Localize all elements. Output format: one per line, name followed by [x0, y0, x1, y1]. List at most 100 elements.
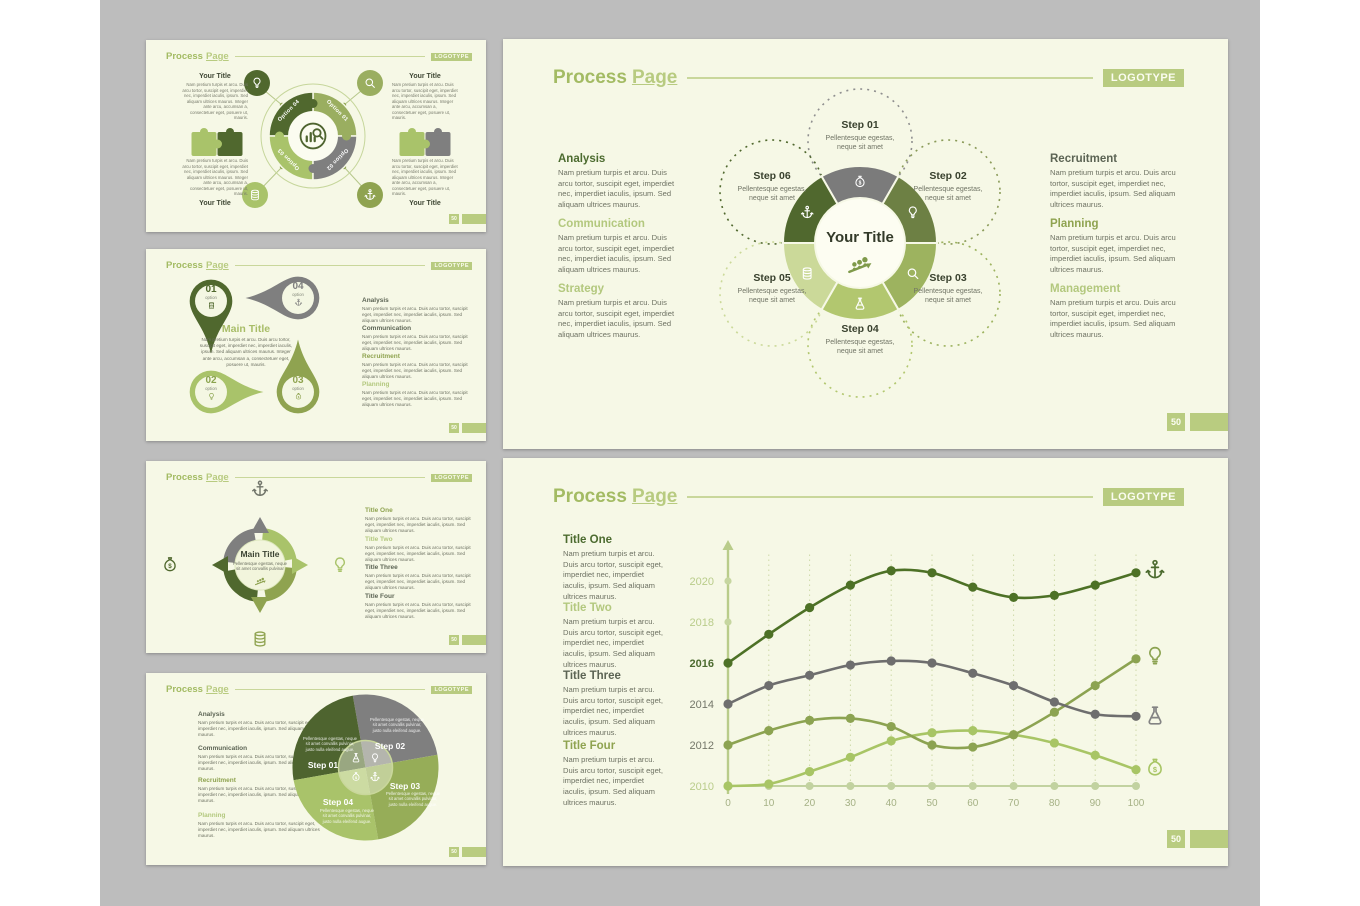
svg-text:20: 20: [804, 798, 816, 809]
swirl-circle-graphic: [292, 694, 439, 841]
pin-02-content: 02 option: [189, 376, 233, 401]
svg-text:30: 30: [845, 798, 857, 809]
page-number: 50: [449, 423, 486, 433]
section-analysis: Analysis Nam pretium turpis et arcu. Dui…: [198, 711, 320, 738]
svg-text:80: 80: [1049, 798, 1061, 809]
step-04-text: Pellentesque egestas, neque sit amet con…: [319, 808, 374, 824]
header-title-word2: Page: [205, 472, 229, 483]
pin-03-shape: [276, 339, 320, 414]
svg-text:2020: 2020: [690, 576, 714, 588]
svg-text:2010: 2010: [690, 781, 714, 793]
section-strategy: Strategy Nam pretium turpis et arcu. Dui…: [558, 283, 675, 339]
header-title-word1: Process: [553, 67, 627, 88]
page-number: 50: [449, 635, 486, 645]
header-title-word1: Process: [166, 260, 203, 271]
bulb-icon: [209, 394, 213, 400]
main-title-block: Main Title Pellentesque egestas, neque s…: [228, 549, 292, 587]
anchor-series-icon: [1146, 561, 1163, 578]
section-title-two: Title Two Nam pretium turpis et arcu. Du…: [365, 536, 471, 563]
team-icon: [255, 578, 265, 585]
line-chart: 2010 2012 2014 2016 2018 2020 0 10 20 30 40 50 60 70 8…: [690, 540, 1145, 809]
section-communication: Communication Nam pretium turpis et arcu…: [198, 745, 320, 772]
money-bag-icon: [165, 558, 175, 571]
svg-text:2016: 2016: [690, 658, 714, 670]
text-block: Nam pretium turpis et arcu. Duis arcu to…: [392, 156, 458, 207]
puzzle-pieces-right: [399, 128, 451, 156]
cycle-ring-graphic: [212, 517, 308, 613]
section-title-four: Title Four Nam pretium turpis et arcu. D…: [563, 740, 664, 807]
svg-text:90: 90: [1090, 798, 1102, 809]
svg-text:2014: 2014: [690, 699, 714, 711]
petal-step-04: Step 04 Pellentesque egestas, neque sit …: [825, 323, 895, 356]
section-title-one: Title One Nam pretium turpis et arcu. Du…: [365, 507, 471, 534]
money-bag-series-icon: [1149, 759, 1161, 774]
petal-step-03: Step 03 Pellentesque egestas, neque sit …: [913, 272, 983, 305]
svg-text:10: 10: [763, 798, 775, 809]
header-title-word1: Process: [166, 472, 203, 483]
slide-line-chart[interactable]: Process Page LOGOTYPE Title One Nam pret…: [503, 458, 1228, 866]
petal-step-05: Step 05 Pellentesque egestas, neque sit …: [737, 272, 807, 305]
logotype-badge: LOGOTYPE: [1102, 488, 1184, 506]
step-02-text: Pellentesque egestas, neque sit amet con…: [369, 717, 424, 733]
money-bag-icon: [296, 393, 301, 399]
slide-header: Process Page LOGOTYPE: [166, 50, 472, 63]
section-recruitment: Recruitment Nam pretium turpis et arcu. …: [198, 777, 320, 804]
logotype-badge: LOGOTYPE: [431, 473, 472, 482]
section-title-three: Title Three Nam pretium turpis et arcu. …: [563, 670, 664, 737]
slide-cycle-thumbnail[interactable]: Process Page LOGOTYPE Main Title Pellent…: [146, 461, 486, 653]
logotype-badge: LOGOTYPE: [1102, 69, 1184, 87]
slide-flower-process[interactable]: Process Page LOGOTYPE Analysis Nam preti…: [503, 39, 1228, 449]
header-rule: [234, 688, 426, 691]
section-analysis: Analysis Nam pretium turpis et arcu. Dui…: [558, 153, 675, 209]
logotype-badge: LOGOTYPE: [431, 261, 472, 270]
main-title-body: Nam pretium turpis et arcu. Duis arcu to…: [199, 337, 293, 367]
section-analysis: Analysis Nam pretium turpis et arcu. Dui…: [362, 297, 468, 324]
puzzle-ring-graphic: [242, 70, 383, 208]
header-title-word2: Page: [205, 684, 229, 695]
page-number: 50: [1167, 830, 1228, 848]
section-recruitment: Recruitment Nam pretium turpis et arcu. …: [1050, 153, 1176, 209]
slide-header: Process Page LOGOTYPE: [553, 484, 1184, 510]
section-planning: Planning Nam pretium turpis et arcu. Dui…: [1050, 218, 1176, 274]
text-block: Your Title Nam pretium turpis et arcu. D…: [182, 73, 248, 121]
header-rule: [234, 264, 426, 267]
pin-03-content: 03 option: [276, 376, 320, 401]
header-rule: [234, 55, 426, 58]
section-management: Management Nam pretium turpis et arcu. D…: [1050, 283, 1176, 339]
flask-series-icon: [1149, 707, 1161, 724]
header-title-word2: Page: [205, 260, 229, 271]
logotype-badge: LOGOTYPE: [431, 685, 472, 694]
page-number: 50: [449, 847, 486, 857]
svg-text:2012: 2012: [690, 740, 714, 752]
slide-pins-thumbnail[interactable]: Process Page LOGOTYPE 01 option: [146, 249, 486, 441]
pin-04-content: 04 option: [276, 282, 320, 307]
step-03-text: Pellentesque egestas, neque sit amet con…: [385, 791, 440, 807]
block-body: Nam pretium turpis et arcu. Duis arcu to…: [392, 158, 458, 197]
puzzle-pieces-left: [191, 128, 243, 156]
slide-swirl-thumbnail[interactable]: Process Page LOGOTYPE Analysis Nam preti…: [146, 673, 486, 865]
main-title-block: Main Title Nam pretium turpis et arcu. D…: [198, 323, 294, 368]
section-planning: Planning Nam pretium turpis et arcu. Dui…: [362, 381, 468, 408]
block-body: Nam pretium turpis et arcu. Duis arcu to…: [392, 82, 458, 121]
main-title: Main Title: [240, 549, 280, 559]
svg-text:50: 50: [926, 798, 938, 809]
header-title-word2: Page: [631, 486, 678, 507]
pin-01-shape: [189, 279, 233, 354]
header-rule: [687, 496, 1093, 498]
step-01-label: Step 01: [307, 760, 339, 770]
section-planning: Planning Nam pretium turpis et arcu. Dui…: [198, 812, 320, 839]
logotype-badge: LOGOTYPE: [431, 52, 472, 61]
block-title: Your Title: [199, 73, 231, 80]
flower-diagram-graphic: [719, 88, 1001, 398]
svg-text:40: 40: [886, 798, 898, 809]
main-title: Main Title: [221, 323, 271, 335]
bulb-icon: [336, 558, 345, 571]
svg-text:60: 60: [967, 798, 979, 809]
page-number: 50: [1167, 413, 1228, 431]
slide-puzzle-thumbnail[interactable]: Process Page LOGOTYPE Option 04 Option 0…: [146, 40, 486, 232]
step-03-label: Step 03: [389, 781, 421, 791]
section-title-three: Title Three Nam pretium turpis et arcu. …: [365, 564, 471, 591]
petal-step-06: Step 06 Pellentesque egestas, neque sit …: [737, 170, 807, 203]
block-title: Your Title: [199, 200, 231, 208]
